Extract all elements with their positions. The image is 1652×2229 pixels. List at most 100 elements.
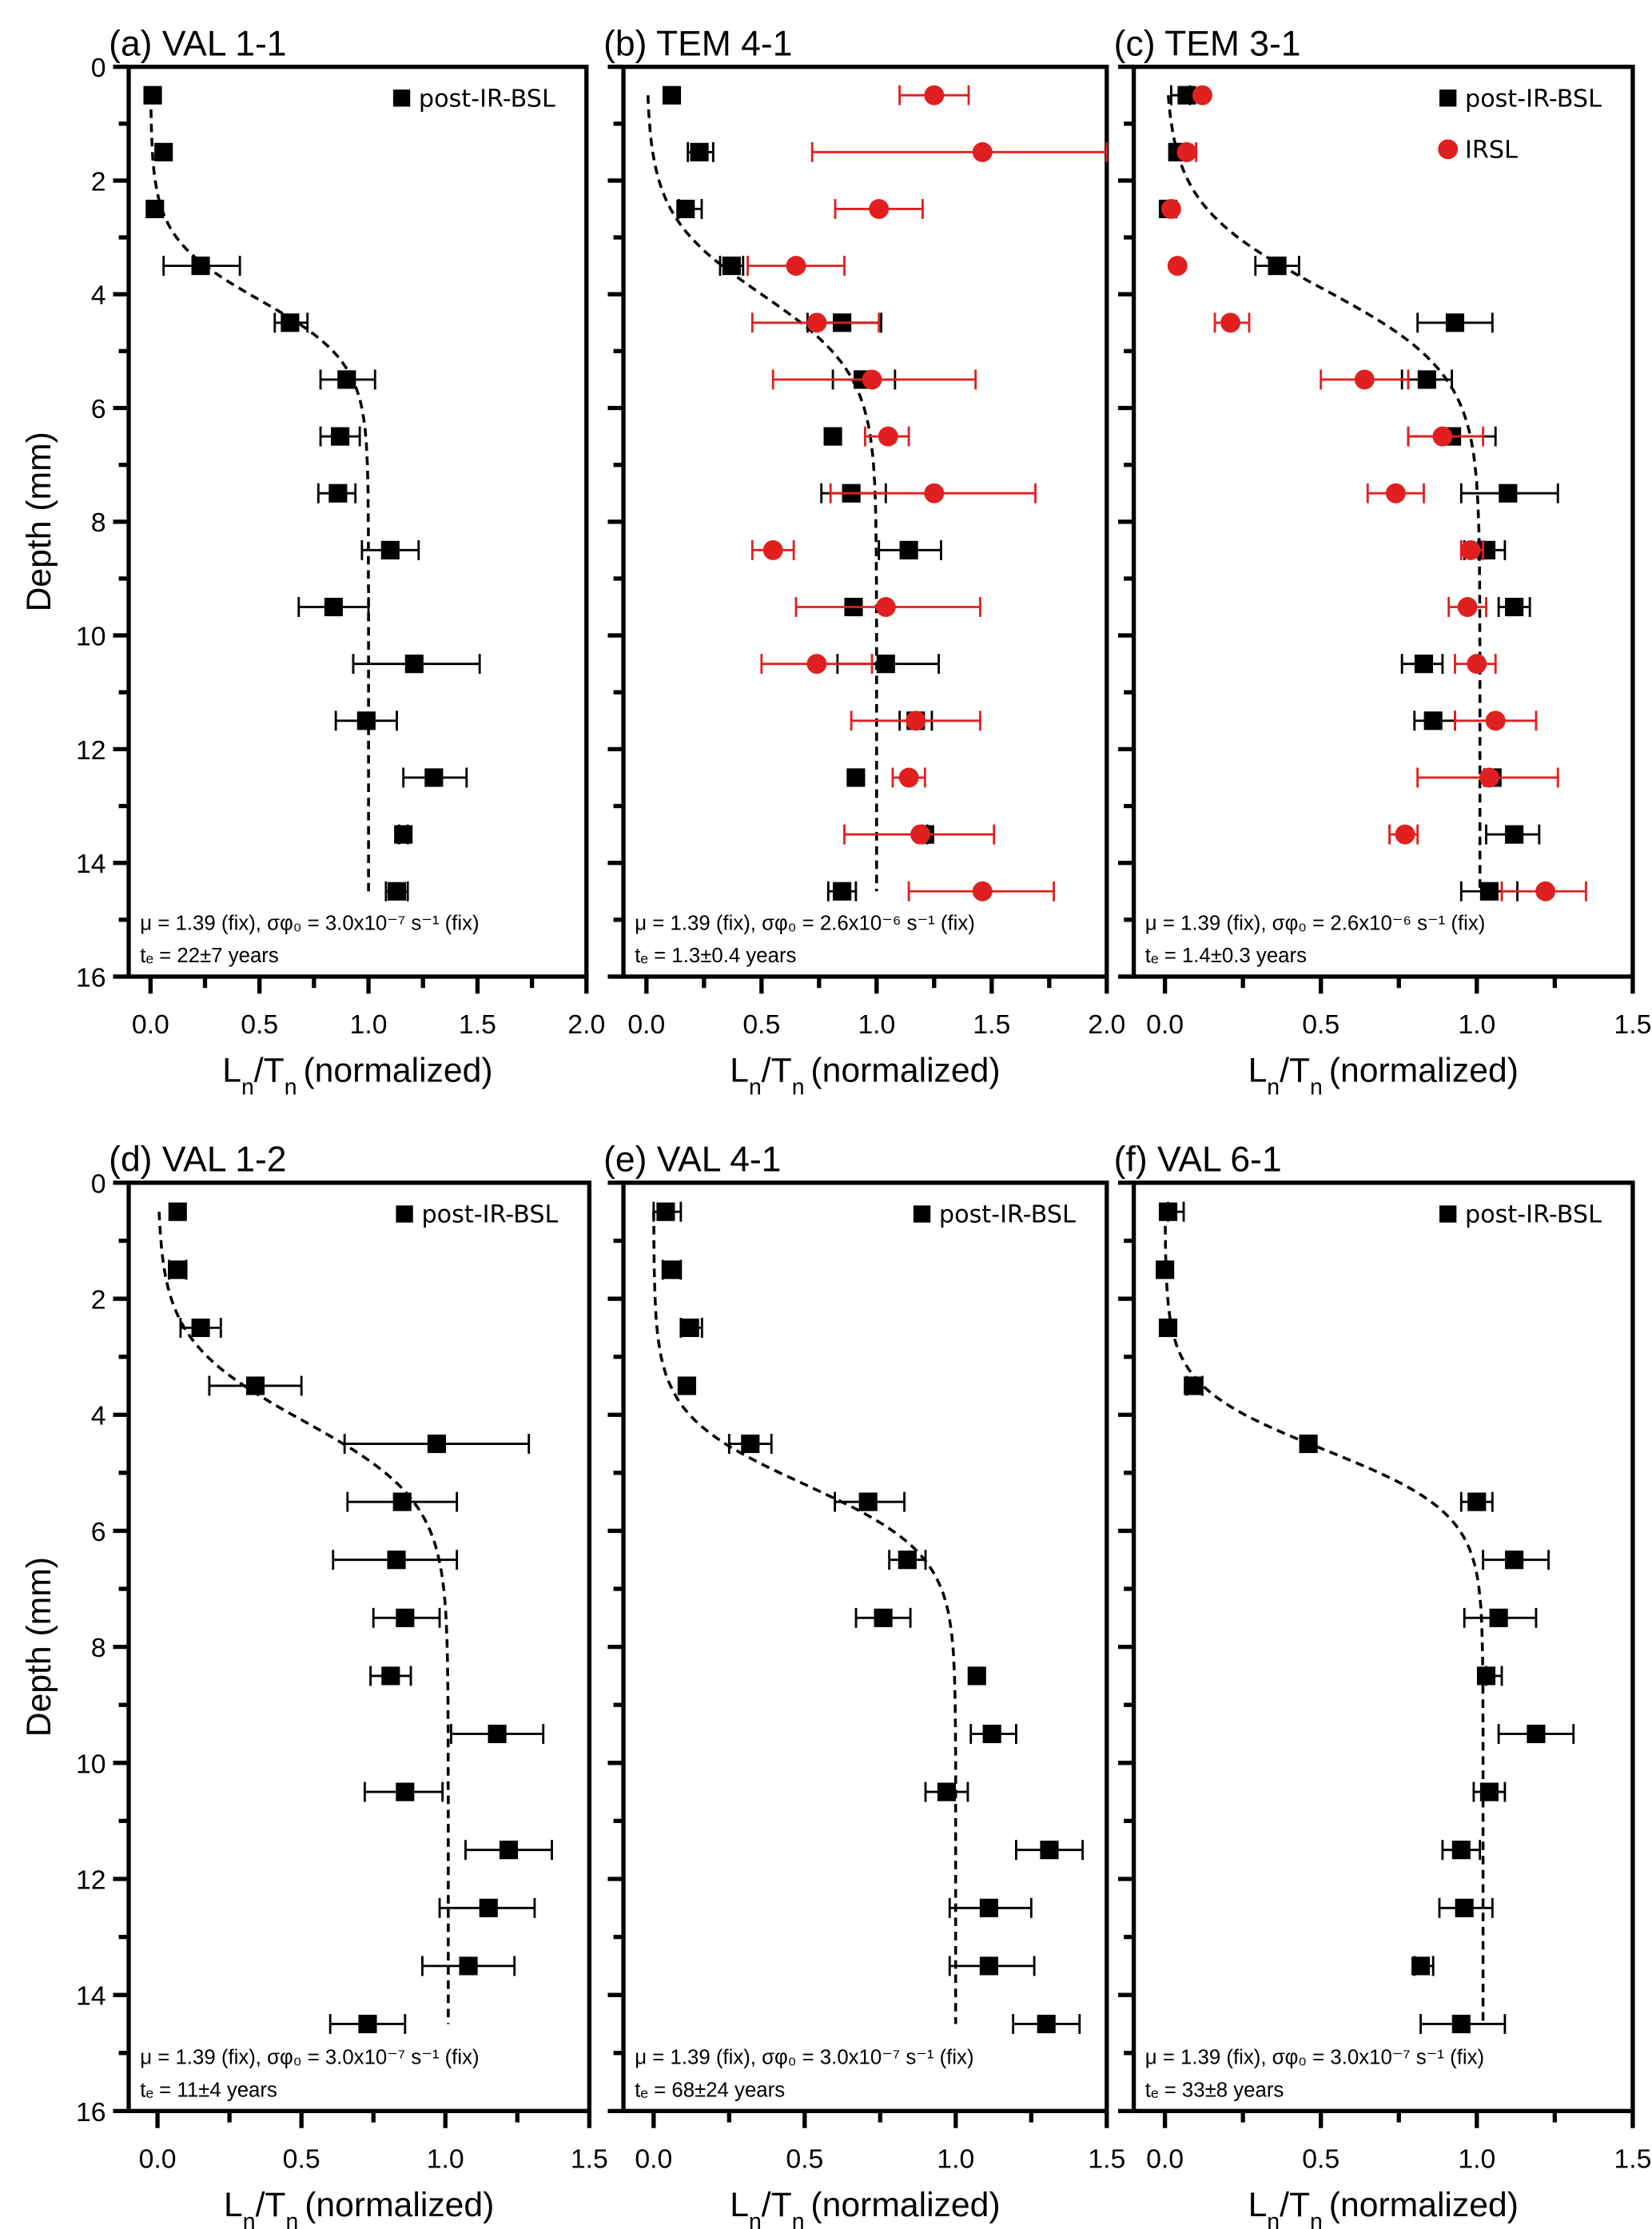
data-point-square — [404, 655, 424, 674]
data-point-square — [488, 1724, 507, 1744]
x-tick-label: 1.0 — [427, 2144, 464, 2175]
data-point-circle — [1385, 483, 1406, 504]
data-point-square — [1417, 370, 1436, 389]
y-tick-label: 6 — [91, 394, 106, 424]
data-point-square — [1411, 1956, 1431, 1976]
x-axis-title-part: n — [241, 1075, 254, 1101]
data-point-square — [1476, 540, 1496, 559]
panel-c: (c) TEM 3-1 0.0 0.5 1.0 1.5 Ln/Tn (normalized… — [1114, 24, 1652, 1100]
data-point-square — [168, 1202, 187, 1221]
data-point-square — [1268, 257, 1287, 276]
fit-parameters: μ = 1.39 (fix), σφ₀ = 2.6x10⁻⁶ s⁻¹ (fix) — [635, 912, 975, 934]
data-point-square — [1423, 711, 1443, 730]
data-point-circle — [1467, 654, 1487, 675]
data-point-square — [427, 1434, 447, 1454]
y-tick-label: 0 — [91, 1168, 106, 1199]
x-axis-title-part: (normalized) — [305, 2186, 494, 2224]
x-tick-label: 0.5 — [1302, 2144, 1340, 2175]
data-point-square — [381, 1666, 400, 1686]
data-point-square — [676, 199, 695, 219]
x-tick-label: 1.0 — [350, 1009, 388, 1040]
data-point-square — [191, 1318, 210, 1337]
data-point-circle — [1220, 312, 1241, 333]
x-tick-label: 0.0 — [635, 2144, 672, 2175]
data-point-square — [328, 484, 348, 503]
panel-title: (f) VAL 6-1 — [1114, 1140, 1282, 1180]
data-point-square — [722, 257, 741, 276]
data-point-square — [1505, 597, 1524, 617]
x-tick-label: 0.0 — [627, 1009, 665, 1040]
y-tick-label: 16 — [76, 962, 106, 993]
exposure-age: tₑ = 1.3±0.4 years — [635, 945, 796, 967]
x-tick-label: 1.0 — [1458, 2144, 1495, 2175]
series-post-ir-bsl — [1156, 1201, 1575, 2034]
data-point-square — [662, 1260, 682, 1280]
data-point-square — [1158, 1202, 1178, 1221]
data-point-circle — [972, 881, 993, 902]
x-axis-title-part: L — [224, 2186, 243, 2224]
data-point-square — [245, 1376, 265, 1395]
x-tick-label: 0.0 — [1146, 2144, 1184, 2175]
x-axis-title: Ln/Tn (normalized) — [730, 2186, 1000, 2229]
panel-title: (c) TEM 3-1 — [1114, 24, 1301, 63]
x-tick-label: 1.5 — [1088, 2144, 1125, 2175]
data-point-square — [1527, 1724, 1546, 1744]
data-point-square — [1445, 313, 1465, 332]
x-axis-title-part: (normalized) — [810, 2186, 1000, 2224]
fit-curve — [1167, 95, 1482, 892]
series-post-ir-bsl — [168, 1202, 553, 2034]
data-point-square — [1451, 2014, 1471, 2034]
data-point-square — [823, 427, 842, 446]
x-axis-title-part: L — [222, 1052, 241, 1090]
data-point-circle — [924, 85, 945, 105]
y-tick-label: 14 — [76, 849, 106, 879]
x-axis-title-part: /T — [254, 1052, 285, 1090]
data-point-square — [1499, 484, 1518, 503]
data-point-square — [1037, 2014, 1056, 2034]
data-point-square — [1505, 825, 1524, 844]
fit-curve — [652, 1212, 957, 2024]
x-axis-title-part: n — [1267, 1075, 1280, 1101]
data-point-circle — [1485, 710, 1506, 731]
x-axis-title-part: /T — [256, 2186, 286, 2224]
data-point-square — [1455, 1898, 1474, 1917]
x-axis-title-part: n — [1267, 2209, 1280, 2229]
y-tick-label: 2 — [91, 1285, 106, 1316]
data-point-square — [1156, 1260, 1175, 1280]
exposure-age: tₑ = 1.4±0.3 years — [1145, 945, 1307, 967]
data-point-square — [1479, 882, 1499, 901]
series-post-ir-bsl — [652, 1201, 1084, 2034]
data-point-square — [858, 1492, 878, 1511]
legend-marker-square — [1439, 90, 1457, 107]
data-point-circle — [910, 824, 930, 845]
data-point-square — [677, 1376, 696, 1395]
data-point-square — [979, 1898, 998, 1917]
data-point-square — [656, 1202, 675, 1221]
y-tick-label: 8 — [91, 1633, 106, 1663]
legend-label: post-IR-BSL — [1465, 1201, 1602, 1229]
data-point-square — [874, 1608, 893, 1627]
x-tick-label: 1.0 — [937, 2144, 974, 2175]
y-axis-title: Depth (mm) — [20, 1557, 58, 1737]
x-tick-label: 2.0 — [1088, 1009, 1125, 1040]
data-point-square — [833, 882, 852, 901]
exposure-age: tₑ = 33±8 years — [1145, 2080, 1284, 2102]
exposure-age: tₑ = 68±24 years — [635, 2080, 785, 2102]
panel-e: (e) VAL 4-1 0.0 0.5 1.0 1.5 Ln/Tn (normalized… — [603, 1140, 1125, 2229]
x-tick-label: 0.0 — [132, 1009, 169, 1040]
exposure-age: tₑ = 22±7 years — [140, 945, 278, 967]
legend-marker-square — [1439, 1205, 1457, 1223]
data-point-circle — [1167, 256, 1188, 277]
y-tick-label: 14 — [76, 1981, 106, 2012]
data-point-square — [331, 427, 350, 446]
legend-label: IRSL — [1465, 136, 1518, 164]
data-point-square — [1299, 1434, 1318, 1454]
x-axis-title-part: n — [749, 2209, 762, 2229]
data-point-square — [281, 313, 300, 332]
data-point-square — [1177, 86, 1196, 105]
data-point-square — [690, 142, 709, 161]
legend-label: post-IR-BSL — [1465, 85, 1602, 113]
data-point-circle — [786, 256, 806, 277]
data-point-circle — [1160, 199, 1181, 219]
y-tick-label: 4 — [91, 281, 106, 311]
